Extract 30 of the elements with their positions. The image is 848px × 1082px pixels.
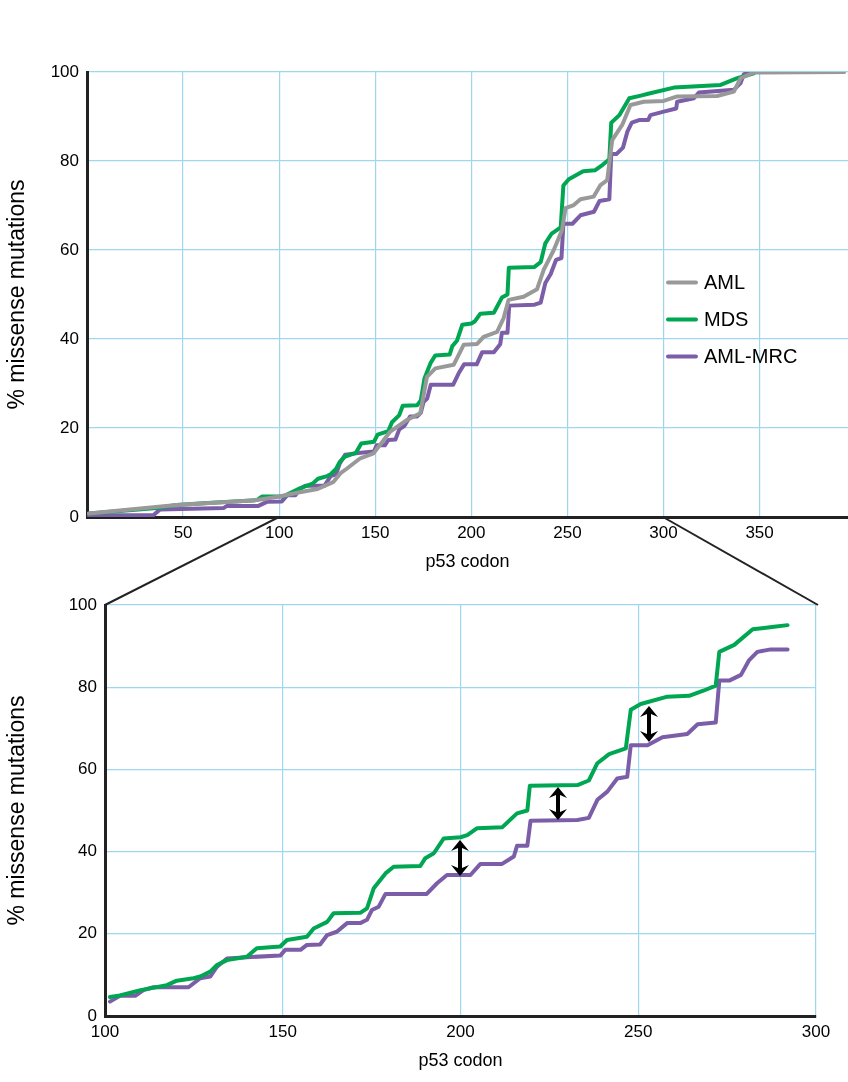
y-tick-label: 20 <box>78 923 97 943</box>
y-tick-label: 0 <box>87 1005 97 1025</box>
x-tick-label: 250 <box>553 522 582 542</box>
y-tick-label: 0 <box>69 506 79 526</box>
x-axis-title: p53 codon <box>418 1050 503 1071</box>
y-tick-label: 40 <box>60 328 79 348</box>
x-tick-label: 150 <box>361 522 390 542</box>
x-tick-label: 150 <box>268 1021 297 1041</box>
y-tick-label: 60 <box>78 759 97 779</box>
x-tick-label: 100 <box>264 522 294 542</box>
y-tick-label: 80 <box>78 676 97 696</box>
y-axis-title: % missense mutations <box>3 179 30 410</box>
x-tick-label: 300 <box>649 522 678 542</box>
y-tick-label: 100 <box>68 594 97 614</box>
x-tick-label: 250 <box>624 1021 653 1041</box>
x-tick-label: 350 <box>745 522 774 542</box>
legend-label: AML-MRC <box>704 345 798 368</box>
y-tick-label: 40 <box>78 841 97 861</box>
x-tick-label: 300 <box>801 1021 831 1041</box>
x-axis-title: p53 codon <box>425 551 510 572</box>
y-tick-label: 80 <box>60 150 79 170</box>
y-tick-label: 60 <box>60 239 79 259</box>
y-tick-label: 100 <box>50 61 79 81</box>
legend-label: MDS <box>704 308 749 331</box>
y-axis-title: % missense mutations <box>3 695 30 926</box>
x-tick-label: 50 <box>173 522 193 542</box>
x-tick-label: 200 <box>446 1021 475 1041</box>
x-tick-label: 200 <box>457 522 486 542</box>
legend-label: AML <box>704 271 746 294</box>
y-tick-label: 20 <box>60 417 79 437</box>
